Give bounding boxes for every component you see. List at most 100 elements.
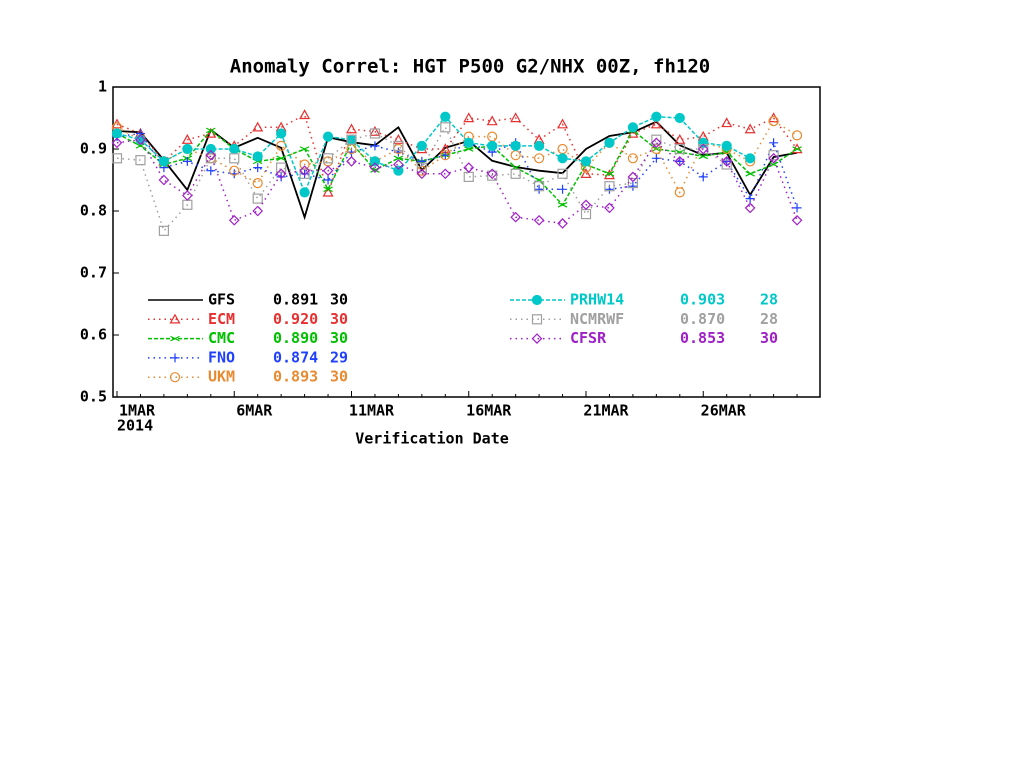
chart-title: Anomaly Correl: HGT P500 G2/NHX 00Z, fh1… (230, 56, 710, 78)
data-point (487, 131, 498, 142)
y-tick-label: 1 (98, 78, 107, 96)
data-point (299, 187, 310, 198)
legend-mean: 0.891 (273, 291, 318, 309)
legend-marker (531, 333, 543, 344)
y-tick-label: 0.5 (80, 388, 107, 406)
x-tick-label: 1MAR (119, 402, 156, 420)
data-point (463, 137, 474, 148)
data-point (697, 143, 709, 155)
data-point (721, 140, 732, 151)
x-tick-label: 26MAR (701, 402, 747, 420)
data-point (369, 156, 381, 167)
data-point (651, 153, 661, 163)
data-point (721, 159, 732, 170)
data-point (135, 134, 146, 145)
data-point (651, 137, 662, 149)
data-point (299, 146, 310, 152)
legend-mean: 0.920 (273, 310, 318, 328)
data-point (744, 123, 756, 134)
x-axis-title: Verification Date (355, 430, 509, 448)
data-point (299, 165, 310, 177)
data-point (698, 153, 709, 160)
data-point (674, 143, 685, 155)
data-point (440, 150, 451, 161)
data-point (745, 171, 755, 177)
data-point (558, 184, 568, 194)
data-point (158, 156, 169, 167)
legend-count: 30 (330, 291, 348, 309)
data-point (111, 153, 123, 164)
legend-mean: 0.890 (273, 329, 318, 347)
data-point (392, 133, 404, 144)
data-point (486, 115, 498, 126)
data-point (557, 168, 568, 179)
data-point (651, 134, 662, 145)
data-point (229, 143, 240, 155)
data-point (792, 146, 802, 152)
data-point (252, 178, 263, 189)
data-point (557, 218, 568, 229)
data-point (393, 155, 404, 162)
data-point (345, 123, 358, 134)
x-tick-label: 11MAR (349, 402, 395, 420)
legend-marker (169, 372, 181, 383)
data-point (206, 127, 216, 134)
data-point (792, 203, 802, 213)
legend-name: CMC (208, 329, 235, 347)
data-point (791, 143, 803, 154)
data-point (463, 146, 474, 152)
data-point (369, 125, 381, 136)
series-line (116, 115, 751, 195)
data-point (769, 138, 779, 148)
y-tick-label: 0.6 (80, 326, 107, 344)
data-point (158, 225, 169, 236)
data-point (487, 140, 498, 151)
legend-count: 28 (760, 310, 778, 328)
x-tick-label: 21MAR (583, 402, 629, 420)
legend-count: 30 (760, 329, 778, 347)
data-point (276, 128, 287, 139)
data-point (439, 168, 451, 180)
data-point (510, 211, 521, 223)
data-point (275, 168, 287, 180)
legend-mean: 0.893 (273, 368, 318, 386)
data-point (181, 133, 193, 144)
data-point (440, 150, 450, 160)
data-point (322, 131, 334, 142)
data-point (416, 168, 428, 180)
data-point (651, 111, 662, 122)
data-point (627, 153, 639, 164)
data-point (557, 202, 568, 208)
legend-marker (169, 313, 181, 324)
data-point (604, 184, 614, 194)
data-point (393, 140, 404, 151)
data-point (463, 162, 475, 173)
legend-count: 30 (330, 329, 348, 347)
data-point (369, 162, 381, 173)
data-point (135, 155, 146, 166)
data-point (510, 140, 521, 151)
data-point (604, 171, 615, 177)
data-point (650, 118, 662, 129)
data-point (580, 199, 592, 211)
data-point (675, 156, 685, 166)
data-point (674, 133, 686, 144)
legend-name: NCMRWF (570, 310, 624, 328)
legend-marker (170, 335, 180, 342)
legend-count: 30 (330, 310, 348, 328)
data-point (252, 121, 264, 132)
data-point (510, 112, 522, 123)
data-point (276, 162, 287, 173)
data-point (463, 171, 474, 182)
data-point (674, 156, 686, 167)
year-label: 2014 (117, 417, 153, 435)
data-point (346, 134, 357, 145)
data-point (393, 165, 404, 176)
legend-mean: 0.903 (680, 291, 725, 309)
data-point (721, 156, 733, 167)
data-point (604, 181, 615, 192)
data-point (182, 156, 192, 166)
data-point (791, 214, 803, 226)
data-point (580, 168, 592, 178)
